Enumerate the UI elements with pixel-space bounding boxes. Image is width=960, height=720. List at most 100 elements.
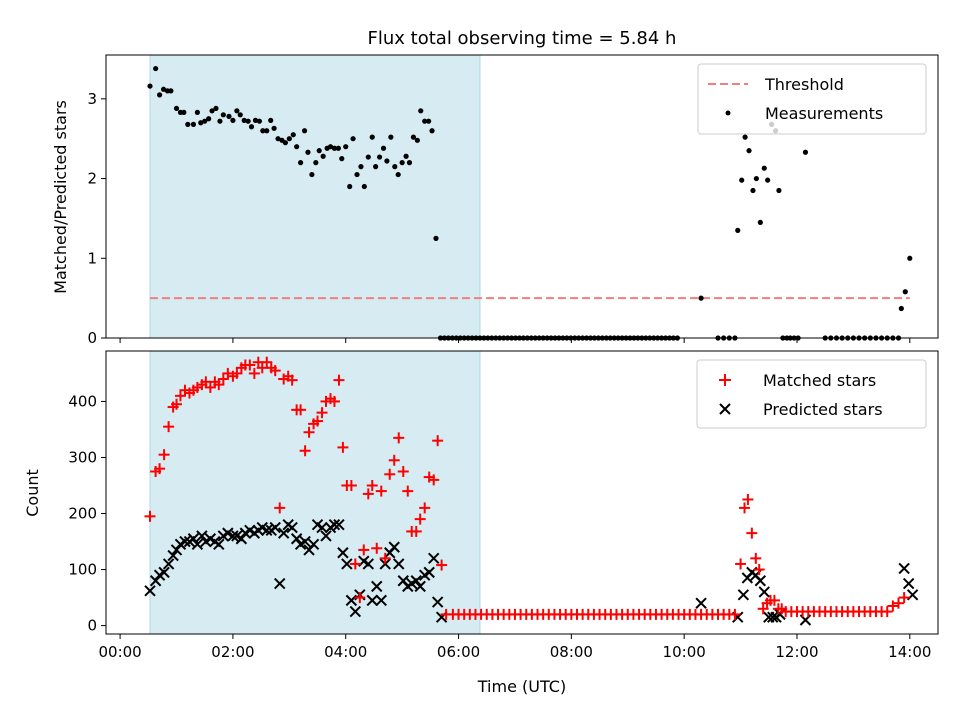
matched-point — [217, 373, 229, 385]
predicted-stroke — [902, 577, 915, 590]
measurement-point — [268, 117, 274, 123]
measurement-point — [252, 117, 259, 123]
matched-point — [303, 426, 315, 438]
measurement-point — [365, 154, 371, 160]
predicted-stroke — [337, 547, 349, 559]
legend-predicted-label: Predicted stars — [763, 400, 883, 419]
predicted-stroke — [414, 580, 426, 593]
predicted-point — [191, 538, 204, 551]
measurement-point — [264, 128, 270, 134]
measurement-point — [418, 108, 424, 114]
predicted-point — [158, 566, 170, 579]
measurement-point — [153, 65, 159, 72]
matched-point — [384, 468, 396, 480]
predicted-point — [227, 530, 239, 542]
predicted-stroke — [244, 524, 256, 537]
measurement-point — [220, 112, 226, 118]
matched-point — [375, 485, 387, 497]
matched-point — [345, 479, 357, 491]
measurement-point — [335, 145, 341, 151]
measurement-point — [173, 105, 180, 112]
matched-point — [204, 381, 216, 393]
matched-point — [428, 474, 440, 486]
legend: Threshold Measurements — [697, 63, 927, 135]
measurement-point — [294, 144, 300, 150]
matched-point — [248, 367, 260, 379]
x-tick-label: 06:00 — [437, 643, 480, 661]
plot-frame — [105, 350, 939, 635]
measurement-point — [202, 118, 208, 124]
measurement-point — [286, 136, 292, 142]
measurement-point — [248, 124, 255, 130]
measurement-point — [433, 235, 439, 241]
measurement-point — [347, 183, 353, 190]
y-axis-label: Matched/Predicted stars — [51, 100, 70, 294]
predicted-stroke — [290, 533, 303, 545]
matched-point — [750, 552, 762, 564]
predicted-stroke — [144, 585, 156, 597]
predicted-stroke — [375, 594, 387, 607]
matched-point — [397, 465, 409, 477]
measurement-point — [761, 165, 767, 171]
y-tick-label: 1 — [87, 249, 97, 267]
predicted-stroke — [231, 530, 243, 542]
predicted-stroke — [256, 521, 268, 534]
count-panel: 0 100 200 300 400 00:00 02:00 04:00 06:00 08:00 1… — [23, 350, 939, 696]
predicted-stroke — [341, 558, 353, 570]
predicted-stroke — [277, 527, 290, 539]
predicted-stroke — [204, 533, 217, 545]
measurement-point — [190, 121, 197, 127]
predicted-point — [235, 533, 248, 545]
matched-point — [419, 502, 431, 514]
measurement-point — [217, 118, 223, 124]
matched-stars-points — [144, 356, 910, 620]
x-tick-label: 04:00 — [324, 643, 367, 661]
matched-point — [379, 552, 391, 564]
x-axis-ticks — [119, 338, 911, 343]
legend: Matched stars Predicted stars — [696, 359, 927, 429]
predicted-stroke — [431, 596, 444, 608]
predicted-point — [737, 589, 750, 601]
measurement-point — [369, 134, 375, 140]
measurement-point — [168, 88, 174, 94]
predicted-point — [213, 538, 225, 551]
measurement-point — [209, 108, 215, 114]
predicted-point — [423, 566, 435, 579]
predicted-stroke — [767, 611, 779, 623]
measurement-point — [388, 134, 394, 140]
predicted-stroke — [328, 519, 341, 531]
matched-point — [729, 608, 741, 620]
x-tick-label: 14:00 — [888, 643, 931, 661]
predicted-point — [187, 533, 200, 545]
predicted-point — [277, 527, 290, 539]
predicted-point — [754, 575, 767, 587]
highlight-span — [149, 350, 481, 635]
predicted-stroke — [349, 605, 362, 618]
measurement-point — [765, 177, 771, 183]
matched-point — [402, 485, 414, 497]
measurement-point — [350, 136, 356, 142]
legend-predicted-swatch — [719, 403, 731, 415]
measurement-point — [226, 113, 232, 119]
matched-point — [436, 559, 448, 571]
measurement-point — [802, 149, 809, 155]
predicted-stroke — [213, 538, 225, 551]
measurement-point — [429, 128, 435, 134]
predicted-stroke — [758, 586, 770, 598]
predicted-stroke — [261, 524, 273, 537]
x-axis-label: Time (UTC) — [477, 677, 566, 696]
predicted-stroke — [299, 535, 311, 548]
measurement-point — [414, 137, 420, 143]
predicted-point — [431, 596, 444, 608]
measurement-point — [147, 83, 153, 89]
measurement-point — [776, 187, 782, 194]
predicted-stroke — [196, 530, 208, 542]
predicted-stroke — [379, 558, 391, 570]
matched-point — [362, 488, 374, 500]
predicted-stroke — [737, 589, 750, 601]
measurement-point — [313, 160, 319, 166]
predicted-stroke — [695, 597, 707, 609]
y-tick-label: 200 — [68, 505, 97, 523]
matched-point — [171, 398, 183, 410]
measurement-point — [422, 118, 428, 124]
